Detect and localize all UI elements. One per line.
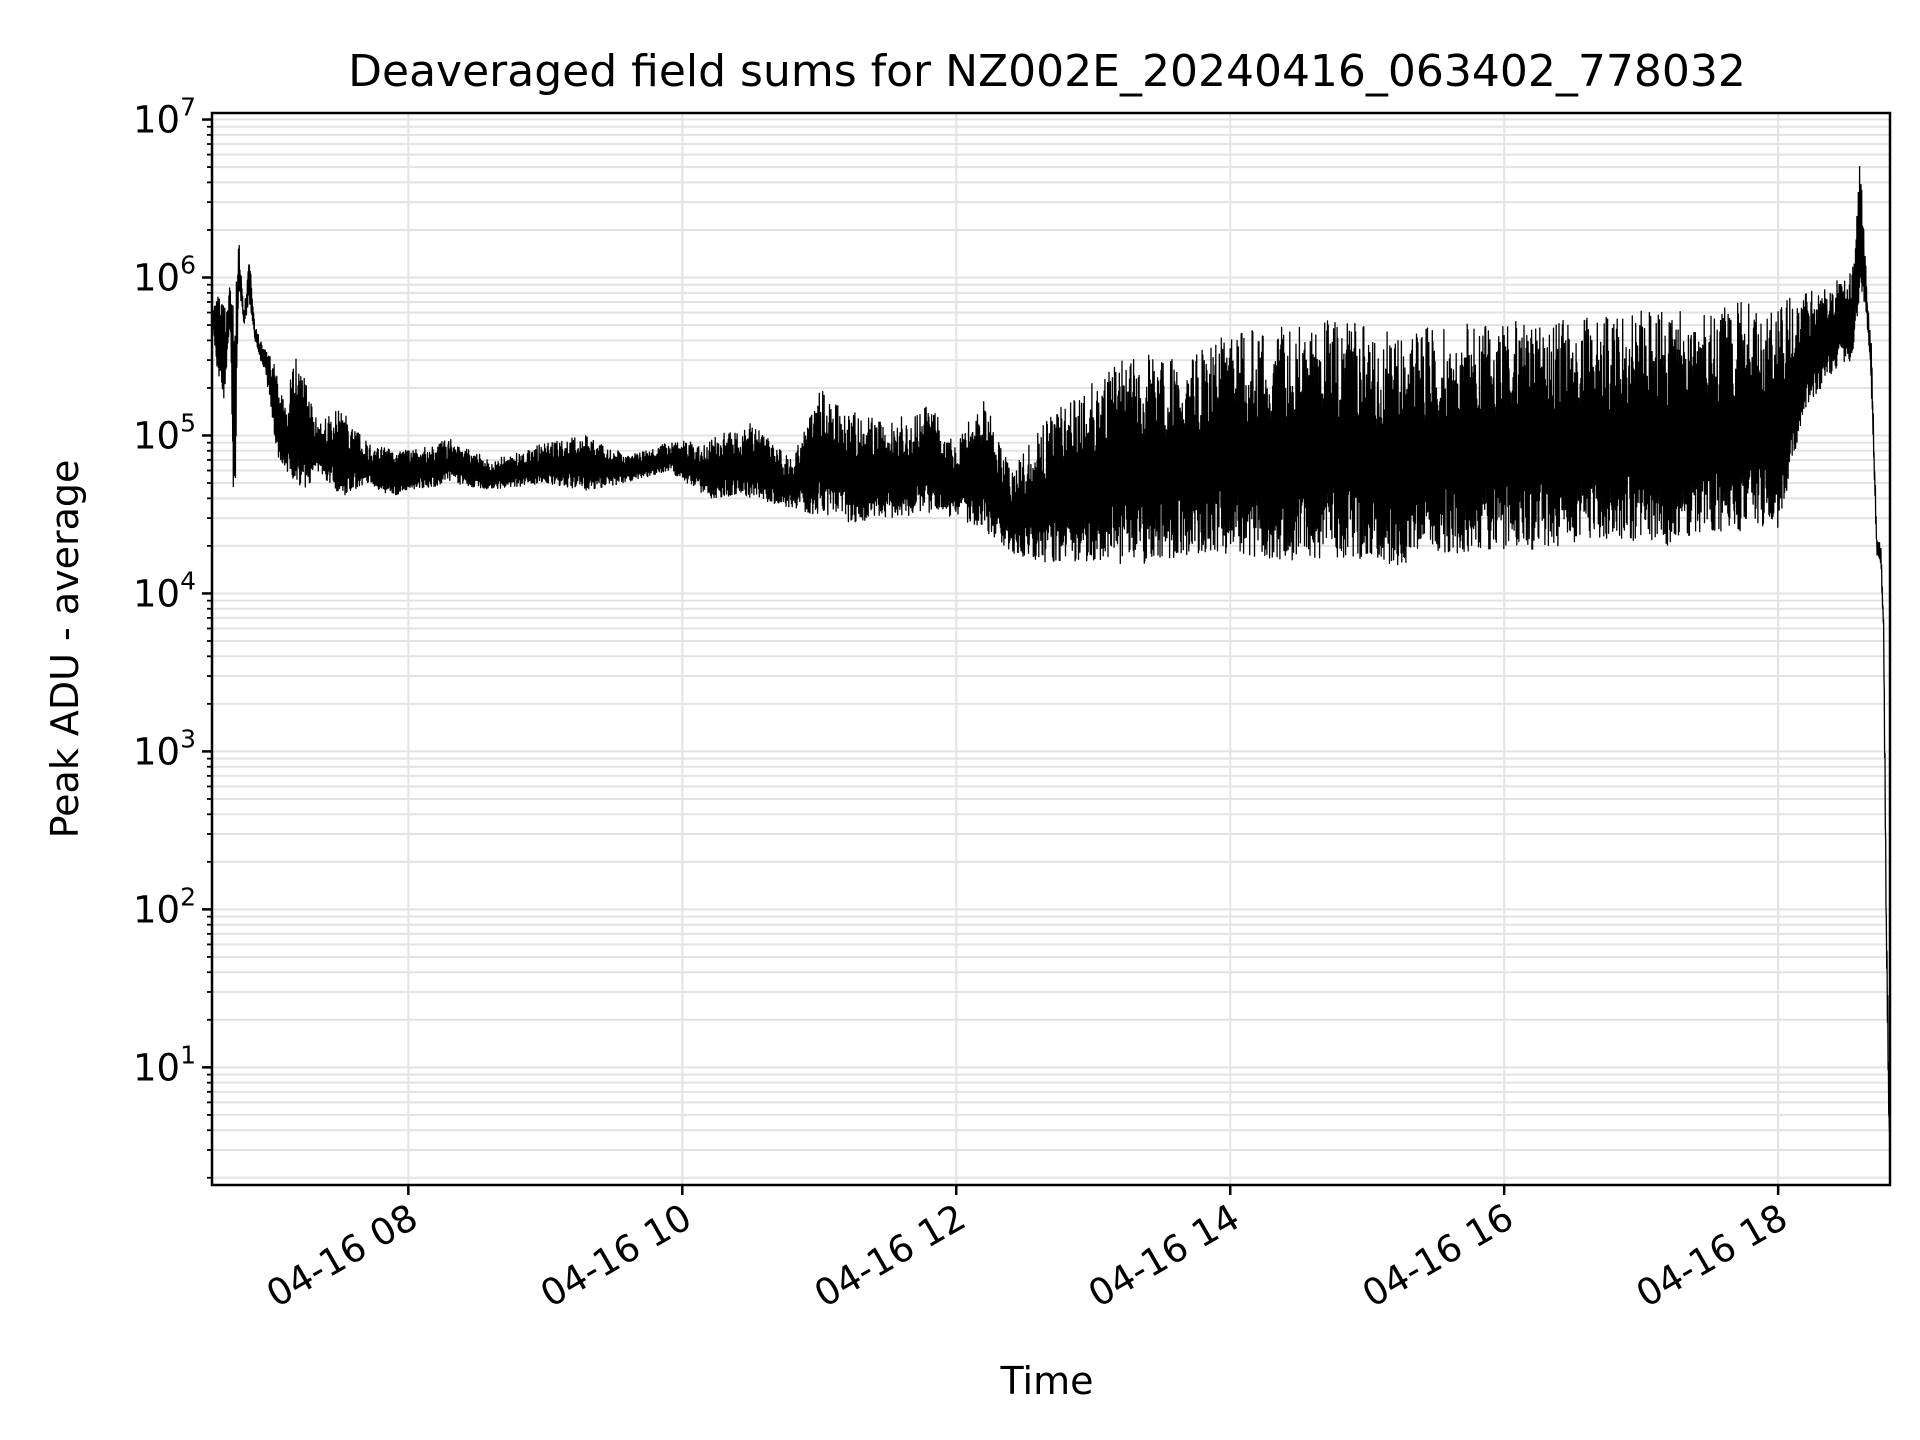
y-tick-label: 103 [133, 724, 196, 773]
chart-title: Deaveraged field sums for NZ002E_2024041… [348, 46, 1746, 97]
y-tick-label: 106 [133, 251, 196, 300]
y-tick-label: 102 [133, 882, 196, 931]
x-axis-label: Time [1000, 1359, 1094, 1403]
series-layer [211, 165, 1891, 1134]
plot-frame [210, 111, 1892, 1187]
y-tick-label: 105 [133, 408, 196, 457]
series-line [211, 165, 1891, 1134]
y-tick-label: 107 [133, 93, 196, 142]
y-tick-label: 101 [133, 1040, 196, 1089]
y-tick-label: 104 [133, 566, 196, 615]
y-axis-label: Peak ADU - average [43, 460, 87, 839]
